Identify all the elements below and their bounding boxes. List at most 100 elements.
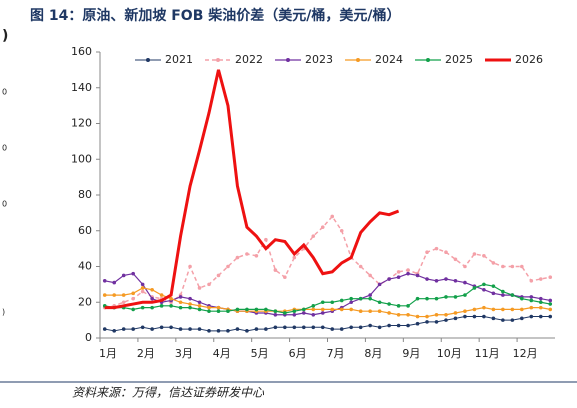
edge-fragment: ): [2, 308, 5, 317]
series-marker: [501, 264, 505, 269]
series-marker: [396, 270, 401, 274]
series-marker: [273, 312, 278, 317]
series-marker: [197, 304, 202, 308]
legend-marker: [216, 58, 220, 62]
series-marker: [283, 275, 287, 280]
series-marker: [491, 291, 496, 296]
series-marker: [444, 318, 448, 322]
series-marker: [131, 271, 135, 276]
series-marker: [415, 321, 420, 326]
series-marker: [169, 296, 173, 301]
series-marker: [131, 327, 135, 331]
series-marker: [169, 304, 173, 308]
series-marker: [112, 329, 117, 333]
series-marker: [368, 309, 372, 313]
series-marker: [283, 311, 287, 315]
series-marker: [548, 314, 553, 319]
series-marker: [510, 307, 515, 312]
series-marker: [339, 298, 344, 303]
series-marker: [273, 268, 278, 272]
x-tick-label: 7月: [327, 347, 345, 360]
series-marker: [387, 302, 391, 306]
legend-marker: [426, 58, 430, 62]
series-marker: [368, 323, 372, 328]
series-marker: [501, 289, 505, 294]
series-marker: [434, 279, 439, 283]
series-marker: [472, 314, 477, 319]
series-marker: [178, 305, 183, 310]
series-marker: [131, 307, 135, 312]
x-tick-label: 3月: [175, 347, 193, 360]
series-marker: [482, 314, 486, 319]
series-marker: [406, 271, 410, 276]
series-marker: [330, 307, 335, 312]
series-marker: [121, 273, 126, 278]
series-marker: [216, 273, 221, 278]
series-marker: [178, 327, 183, 331]
series-marker: [368, 273, 372, 278]
y-tick-label: 140: [71, 81, 92, 94]
series-marker: [112, 280, 117, 285]
series-marker: [349, 296, 353, 301]
series-marker: [434, 246, 439, 251]
legend-label: 2023: [305, 53, 333, 66]
series-marker: [121, 293, 126, 297]
series-marker: [520, 296, 524, 301]
series-marker: [453, 311, 458, 315]
series-marker: [311, 325, 316, 330]
x-tick-label: 12月: [513, 347, 538, 360]
series-marker: [254, 327, 259, 331]
series-marker: [226, 264, 230, 269]
series-marker: [425, 250, 429, 254]
series-marker: [216, 329, 221, 333]
x-tick-label: 8月: [364, 347, 382, 360]
series-marker: [207, 309, 211, 313]
y-tick-label: 20: [78, 295, 92, 308]
series-marker: [207, 329, 211, 333]
legend-label: 2022: [235, 53, 263, 66]
edge-fragment: 0: [2, 88, 7, 97]
series-marker: [235, 327, 240, 331]
series-marker: [188, 327, 192, 331]
series-marker: [121, 327, 126, 331]
series-marker: [387, 311, 391, 315]
series-marker: [548, 302, 553, 306]
series-marker: [254, 307, 259, 312]
series-marker: [358, 325, 363, 330]
series-marker: [510, 264, 515, 269]
series-marker: [358, 309, 363, 313]
series-marker: [387, 323, 391, 328]
series-marker: [406, 312, 410, 317]
series-marker: [396, 323, 401, 328]
series-marker: [482, 282, 486, 287]
y-tick-label: 60: [78, 224, 92, 237]
series-marker: [188, 305, 192, 310]
series-marker: [264, 327, 268, 331]
series-marker: [434, 296, 439, 301]
series-marker: [330, 214, 335, 219]
series-marker: [302, 311, 306, 315]
series-marker: [178, 295, 183, 299]
series-marker: [102, 293, 107, 297]
series-marker: [216, 309, 221, 313]
series-marker: [302, 325, 306, 330]
series-marker: [102, 279, 107, 283]
series-marker: [140, 286, 145, 290]
x-tick-label: 4月: [213, 347, 231, 360]
series-marker: [396, 275, 401, 280]
series-marker: [349, 300, 353, 305]
series-marker: [197, 286, 202, 290]
series-marker: [491, 316, 496, 321]
series-marker: [472, 252, 477, 256]
y-tick-label: 0: [85, 331, 92, 344]
series-marker: [292, 309, 297, 313]
series-marker: [548, 298, 553, 303]
series-marker: [425, 296, 429, 301]
series-marker: [292, 325, 297, 330]
x-tick-label: 11月: [475, 347, 500, 360]
series-marker: [302, 307, 306, 312]
series-marker: [273, 309, 278, 313]
series-line: [104, 69, 400, 310]
series-marker: [463, 309, 467, 313]
series-marker: [520, 307, 524, 312]
